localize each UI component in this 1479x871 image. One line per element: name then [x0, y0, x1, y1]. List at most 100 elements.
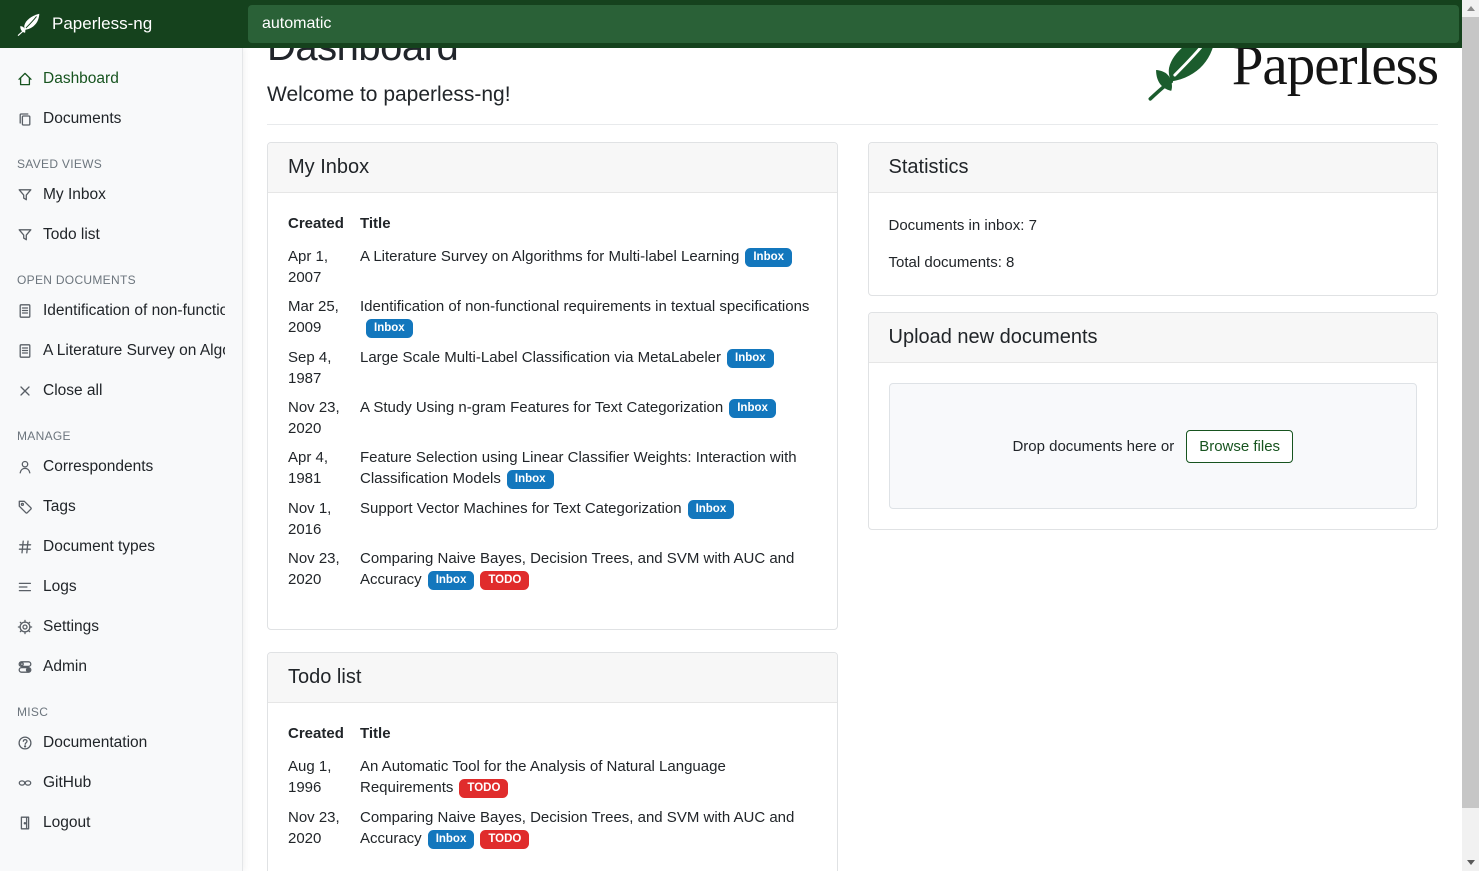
- sidebar-item-github[interactable]: GitHub: [0, 768, 242, 798]
- app-brand[interactable]: Paperless-ng: [0, 0, 243, 48]
- document-link[interactable]: Identification of non-functional require…: [360, 298, 810, 315]
- help-icon: [17, 735, 33, 751]
- sidebar-item-identification-of-non-functio[interactable]: Identification of non-functio…: [0, 296, 242, 326]
- gear-icon: [17, 619, 33, 635]
- sidebar-item-label: Correspondents: [43, 458, 154, 475]
- widget-todo-list-title: Todo list: [268, 653, 837, 703]
- tag-badge-inbox[interactable]: Inbox: [687, 499, 735, 519]
- title-cell: A Literature Survey on Algorithms for Mu…: [360, 242, 817, 292]
- scrollbar-down-arrow-icon[interactable]: [1462, 854, 1479, 871]
- filter-icon: [17, 187, 33, 203]
- home-icon: [17, 71, 33, 87]
- document-row: Nov 23, 2020 Comparing Naive Bayes, Decis…: [288, 544, 817, 595]
- sidebar-item-label: Documents: [43, 110, 122, 127]
- sidebar-item-tags[interactable]: Tags: [0, 492, 242, 522]
- sidebar-item-label: My Inbox: [43, 186, 106, 203]
- widget-my-inbox: My Inbox Created Title Apr 1, 2007 A Lite…: [267, 142, 838, 630]
- widget-upload: Upload new documents Drop documents here…: [867, 312, 1438, 530]
- close-icon: [17, 383, 33, 399]
- todo-table: Created Title Aug 1, 1996 An Automatic To…: [288, 723, 817, 854]
- created-cell: Sep 4, 1987: [288, 349, 332, 387]
- tag-badge-inbox[interactable]: Inbox: [729, 398, 776, 418]
- toggles-icon: [17, 659, 33, 675]
- tag-badge-todo[interactable]: TODO: [459, 778, 509, 798]
- sidebar-item-a-literature-survey-on-algori[interactable]: A Literature Survey on Algori…: [0, 336, 242, 366]
- document-link[interactable]: An Automatic Tool for the Analysis of Na…: [360, 758, 726, 796]
- door-icon: [17, 815, 33, 831]
- created-cell: Nov 23, 2020: [288, 550, 340, 588]
- sidebar-item-logout[interactable]: Logout: [0, 808, 242, 838]
- column-header-title: Title: [360, 725, 391, 742]
- scrollbar[interactable]: [1462, 0, 1479, 871]
- document-row: Mar 25, 2009 Identification of non-functi…: [288, 292, 817, 343]
- sidebar-item-label: Dashboard: [43, 70, 119, 87]
- tag-badge-inbox[interactable]: Inbox: [506, 469, 554, 489]
- filter-icon: [17, 227, 33, 243]
- tag-icon: [17, 499, 33, 515]
- person-icon: [17, 459, 33, 475]
- widget-upload-title: Upload new documents: [868, 313, 1437, 363]
- sidebar-item-logs[interactable]: Logs: [0, 572, 242, 602]
- sidebar-item-settings[interactable]: Settings: [0, 612, 242, 642]
- document-row: Nov 23, 2020 Comparing Naive Bayes, Decis…: [288, 803, 817, 854]
- sidebar-item-correspondents[interactable]: Correspondents: [0, 452, 242, 482]
- sidebar-section-saved-views: SAVED VIEWS: [17, 157, 103, 171]
- document-row: Apr 1, 2007 A Literature Survey on Algori…: [288, 242, 817, 292]
- browse-files-button[interactable]: Browse files: [1186, 429, 1294, 463]
- created-cell: Aug 1, 1996: [288, 758, 332, 796]
- sidebar-item-todo-list[interactable]: Todo list: [0, 220, 242, 250]
- widget-statistics: Statistics Documents in inbox: 7 Total d…: [867, 142, 1438, 296]
- sidebar-item-documents[interactable]: Documents: [0, 104, 242, 134]
- tag-badge-inbox[interactable]: Inbox: [427, 570, 475, 590]
- widget-statistics-title: Statistics: [868, 143, 1437, 193]
- search-input[interactable]: [248, 5, 1459, 43]
- widget-my-inbox-title: My Inbox: [268, 143, 837, 193]
- document-link[interactable]: Large Scale Multi-Label Classification v…: [360, 349, 722, 366]
- document-link[interactable]: Feature Selection using Linear Classifie…: [360, 449, 797, 487]
- sidebar-section-misc: MISC: [17, 705, 49, 719]
- created-cell: Nov 23, 2020: [288, 809, 340, 847]
- column-header-created: Created: [288, 215, 344, 232]
- sidebar: Dashboard Documents SAVED VIEWS My Inbox Tod…: [0, 48, 243, 871]
- file-text-icon: [17, 303, 33, 319]
- sidebar-item-admin[interactable]: Admin: [0, 652, 242, 682]
- page-subtitle: Welcome to paperless-ng!: [267, 83, 511, 106]
- scrollbar-up-arrow-icon[interactable]: [1462, 0, 1479, 17]
- sidebar-item-dashboard[interactable]: Dashboard: [0, 64, 242, 94]
- document-link[interactable]: A Study Using n-gram Features for Text C…: [360, 399, 724, 416]
- document-link[interactable]: A Literature Survey on Algorithms for Mu…: [360, 248, 740, 265]
- tag-badge-inbox[interactable]: Inbox: [745, 247, 793, 267]
- created-cell: Mar 25, 2009: [288, 298, 339, 336]
- file-text-icon: [17, 343, 33, 359]
- document-link[interactable]: Comparing Naive Bayes, Decision Trees, a…: [360, 809, 795, 847]
- sidebar-item-document-types[interactable]: Document types: [0, 532, 242, 562]
- sidebar-item-label: A Literature Survey on Algori…: [43, 342, 225, 359]
- scrollbar-thumb[interactable]: [1462, 17, 1479, 808]
- created-cell: Nov 1, 2016: [288, 500, 332, 538]
- hash-icon: [17, 539, 33, 555]
- tag-badge-todo[interactable]: TODO: [480, 829, 530, 849]
- stat-documents-in-inbox: Documents in inbox: 7: [888, 217, 1037, 234]
- sidebar-item-close-all[interactable]: Close all: [0, 376, 242, 406]
- tag-badge-inbox[interactable]: Inbox: [427, 829, 475, 849]
- tag-badge-inbox[interactable]: Inbox: [366, 318, 413, 338]
- upload-dropzone[interactable]: Drop documents here or Browse files: [888, 383, 1417, 509]
- sidebar-item-label: Documentation: [43, 734, 148, 751]
- sidebar-item-label: Admin: [43, 658, 87, 675]
- sidebar-item-documentation[interactable]: Documentation: [0, 728, 242, 758]
- document-link[interactable]: Support Vector Machines for Text Categor…: [360, 500, 682, 517]
- title-cell: An Automatic Tool for the Analysis of Na…: [360, 752, 817, 803]
- title-cell: Identification of non-functional require…: [360, 292, 817, 343]
- tag-badge-inbox[interactable]: Inbox: [727, 348, 774, 368]
- document-link[interactable]: Comparing Naive Bayes, Decision Trees, a…: [360, 550, 795, 588]
- created-cell: Apr 4, 1981: [288, 449, 329, 487]
- copy-icon: [17, 111, 33, 127]
- sidebar-item-label: Logs: [43, 578, 77, 595]
- column-header-created: Created: [288, 725, 344, 742]
- sidebar-item-my-inbox[interactable]: My Inbox: [0, 180, 242, 210]
- title-cell: A Study Using n-gram Features for Text C…: [360, 393, 817, 443]
- created-cell: Nov 23, 2020: [288, 399, 340, 437]
- document-row: Nov 1, 2016 Support Vector Machines for T…: [288, 494, 817, 544]
- tag-badge-todo[interactable]: TODO: [480, 570, 530, 590]
- widgets-column-left: My Inbox Created Title Apr 1, 2007 A Lite…: [267, 142, 838, 871]
